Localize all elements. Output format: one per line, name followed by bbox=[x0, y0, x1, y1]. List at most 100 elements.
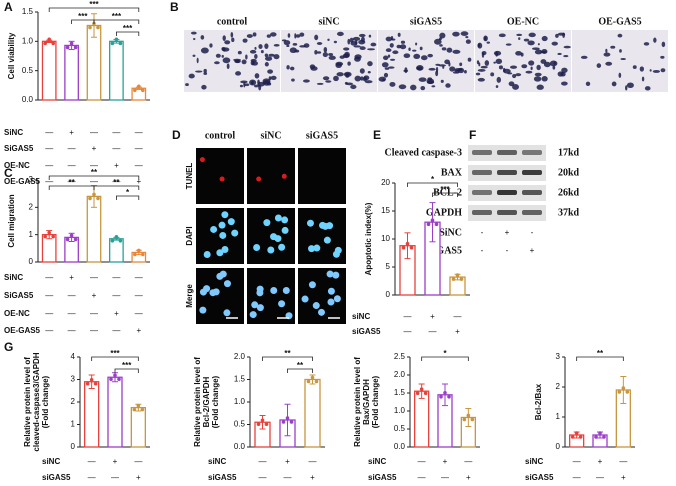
replicate-dot bbox=[65, 237, 70, 242]
replicate-dot bbox=[570, 435, 575, 439]
y-tick-label: 2.0 bbox=[234, 352, 246, 361]
row-label: TUNEL bbox=[185, 163, 194, 190]
panel-letter: B bbox=[170, 0, 179, 14]
y-axis-label: Cell migration bbox=[7, 194, 16, 247]
cell-blob bbox=[249, 79, 257, 86]
condition-mark: + bbox=[285, 457, 290, 466]
cell-blob bbox=[290, 66, 295, 71]
nucleus bbox=[323, 236, 331, 244]
replicate-dot bbox=[314, 379, 319, 384]
bar bbox=[64, 44, 79, 101]
nucleus bbox=[227, 218, 235, 226]
condition-mark: + bbox=[455, 327, 460, 336]
cell-blob bbox=[498, 65, 504, 70]
bar bbox=[41, 40, 57, 101]
cell-blob bbox=[262, 78, 271, 85]
cell-blob bbox=[408, 47, 411, 51]
size-label: 17kd bbox=[558, 147, 580, 158]
band bbox=[522, 190, 542, 195]
significance-label: * bbox=[431, 175, 435, 184]
replicate-dot bbox=[434, 222, 439, 226]
nucleus bbox=[210, 225, 218, 233]
cell-blob bbox=[364, 80, 373, 84]
cell-blob bbox=[245, 54, 248, 60]
condition-mark: + bbox=[430, 312, 435, 321]
bracket bbox=[576, 356, 624, 361]
condition-label: siNC bbox=[525, 457, 543, 466]
replicate-dot bbox=[133, 252, 137, 257]
cell-blob bbox=[480, 65, 488, 69]
condition-mark: + bbox=[92, 291, 97, 300]
cell-blob bbox=[264, 43, 269, 49]
cell-blob bbox=[431, 85, 436, 88]
condition-label: siNC bbox=[42, 457, 60, 466]
image-label: control bbox=[217, 16, 248, 27]
cell-blob bbox=[347, 61, 351, 66]
nucleus bbox=[219, 176, 225, 182]
bar bbox=[304, 378, 321, 448]
condition-mark: — bbox=[464, 457, 472, 466]
nucleus bbox=[221, 245, 229, 253]
cell-blob bbox=[415, 42, 418, 46]
cell-blob bbox=[418, 77, 427, 82]
significance-label: ** bbox=[597, 349, 604, 358]
cell-blob bbox=[383, 72, 389, 78]
cell-blob bbox=[389, 81, 396, 87]
bar bbox=[414, 390, 430, 448]
cell-blob bbox=[555, 33, 559, 38]
replicate-dot bbox=[617, 390, 622, 394]
condition-mark: + bbox=[69, 128, 74, 137]
cell-blob bbox=[661, 41, 666, 48]
condition-mark: — bbox=[68, 177, 76, 186]
replicate-dot bbox=[114, 234, 119, 239]
cell-blob bbox=[258, 84, 262, 91]
cell-blob bbox=[322, 76, 330, 81]
condition-mark: — bbox=[68, 326, 76, 335]
bracket bbox=[93, 185, 140, 190]
cell-blob bbox=[388, 66, 395, 69]
replicate-dot bbox=[51, 41, 55, 46]
y-axis-label: cleaved-caspase3/GAPDH bbox=[32, 352, 41, 451]
replicate-dot bbox=[92, 192, 96, 197]
cell-blob bbox=[452, 71, 460, 74]
condition-mark: + bbox=[113, 457, 118, 466]
replicate-dot bbox=[88, 196, 92, 201]
cell-blob bbox=[367, 61, 373, 67]
condition-label: SiNC bbox=[4, 273, 23, 282]
replicate-dot bbox=[256, 422, 261, 427]
panel-letter: G bbox=[4, 340, 13, 354]
replicate-dot bbox=[310, 375, 315, 380]
condition-mark: — bbox=[90, 273, 98, 282]
cell-blob bbox=[224, 40, 231, 45]
cell-blob bbox=[264, 53, 269, 58]
y-tick-label: 10 bbox=[381, 234, 390, 243]
y-tick-label: 3 bbox=[29, 175, 34, 184]
cell-blob bbox=[385, 36, 392, 42]
panel-letter: D bbox=[172, 128, 181, 142]
cell-blob bbox=[343, 47, 350, 51]
replicate-dot bbox=[285, 416, 290, 420]
cell-blob bbox=[512, 84, 520, 90]
condition-mark: — bbox=[45, 309, 53, 318]
band bbox=[472, 190, 492, 195]
micrograph bbox=[196, 148, 244, 204]
replicate-dot bbox=[426, 222, 431, 226]
cell-blob bbox=[536, 84, 544, 90]
significance-label: *** bbox=[112, 12, 122, 21]
cell-blob bbox=[540, 59, 547, 64]
cell-blob bbox=[534, 72, 542, 77]
significance-label: ** bbox=[91, 168, 98, 177]
cell-blob bbox=[294, 33, 297, 39]
y-axis-label: Bcl-2/Bax bbox=[534, 383, 543, 420]
cell-blob bbox=[426, 78, 435, 85]
bracket bbox=[432, 192, 458, 197]
cell-blob bbox=[389, 43, 394, 48]
condition-label: siGAS5 bbox=[42, 473, 71, 482]
cell-blob bbox=[495, 58, 503, 65]
replicate-dot bbox=[574, 431, 579, 435]
condition-label: SiNC bbox=[4, 128, 23, 137]
condition-mark: — bbox=[68, 291, 76, 300]
cell-blob bbox=[222, 57, 231, 64]
replicate-dot bbox=[419, 387, 424, 392]
replicate-dot bbox=[137, 248, 141, 253]
